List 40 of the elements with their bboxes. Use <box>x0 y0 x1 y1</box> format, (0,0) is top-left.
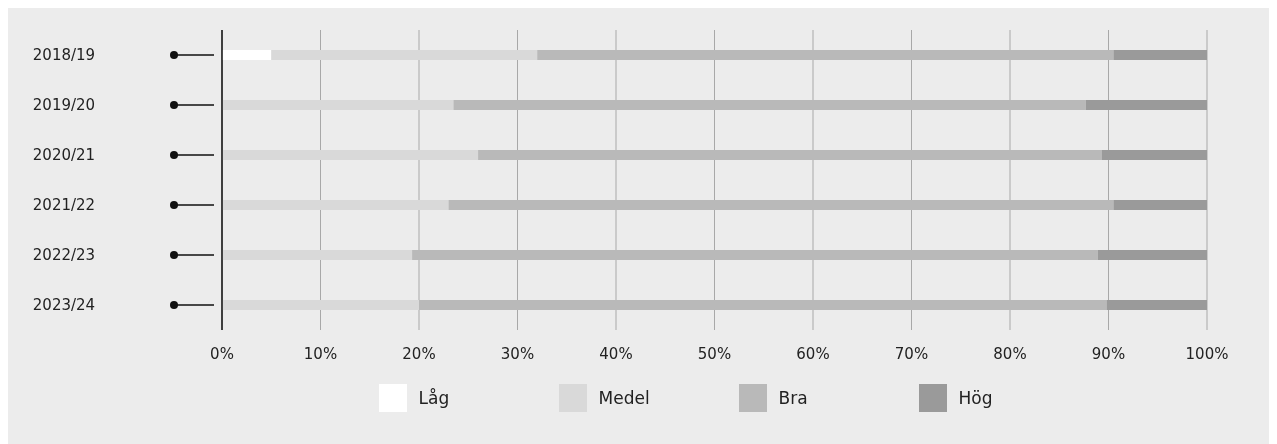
x-tick-label: 70% <box>894 344 929 363</box>
legend-label: Hög <box>958 388 993 408</box>
bar <box>537 50 1114 60</box>
bar <box>222 200 449 210</box>
bar <box>448 200 1114 210</box>
y-tick-label: 2018/19 <box>32 46 96 64</box>
x-tick-label: 80% <box>993 344 1027 363</box>
x-tick-label: 0% <box>210 344 234 363</box>
legend-label: Låg <box>418 388 450 408</box>
bar <box>222 100 454 110</box>
bar <box>1101 150 1207 160</box>
bar <box>222 50 272 60</box>
y-tick-label: 2023/24 <box>32 296 96 314</box>
x-tick-label: 10% <box>303 344 338 363</box>
x-tick-label: 100% <box>1185 344 1229 363</box>
x-tick-label: 40% <box>599 344 633 363</box>
y-tick-label: 2020/21 <box>32 146 96 164</box>
bar <box>222 300 419 310</box>
bar <box>222 150 479 160</box>
bar <box>1085 100 1207 110</box>
x-tick-label: 30% <box>500 344 535 363</box>
x-tick-label: 60% <box>796 344 830 363</box>
y-tick-label: 2022/23 <box>32 246 96 264</box>
bar <box>1097 250 1207 260</box>
bar <box>1113 200 1207 210</box>
x-tick-label: 90% <box>1091 344 1126 363</box>
x-tick-label: 50% <box>697 344 732 363</box>
bar <box>222 250 413 260</box>
bar <box>478 150 1102 160</box>
bar <box>419 300 1107 310</box>
legend-label: Medel <box>598 388 650 408</box>
bar <box>412 250 1098 260</box>
bar <box>453 100 1086 110</box>
y-tick-label: 2021/22 <box>32 196 96 214</box>
bar <box>271 50 538 60</box>
legend-label: Bra <box>778 388 808 408</box>
x-tick-label: 20% <box>402 344 436 363</box>
y-tick-label: 2019/20 <box>32 96 96 114</box>
bar <box>1106 300 1207 310</box>
bar <box>1113 50 1207 60</box>
